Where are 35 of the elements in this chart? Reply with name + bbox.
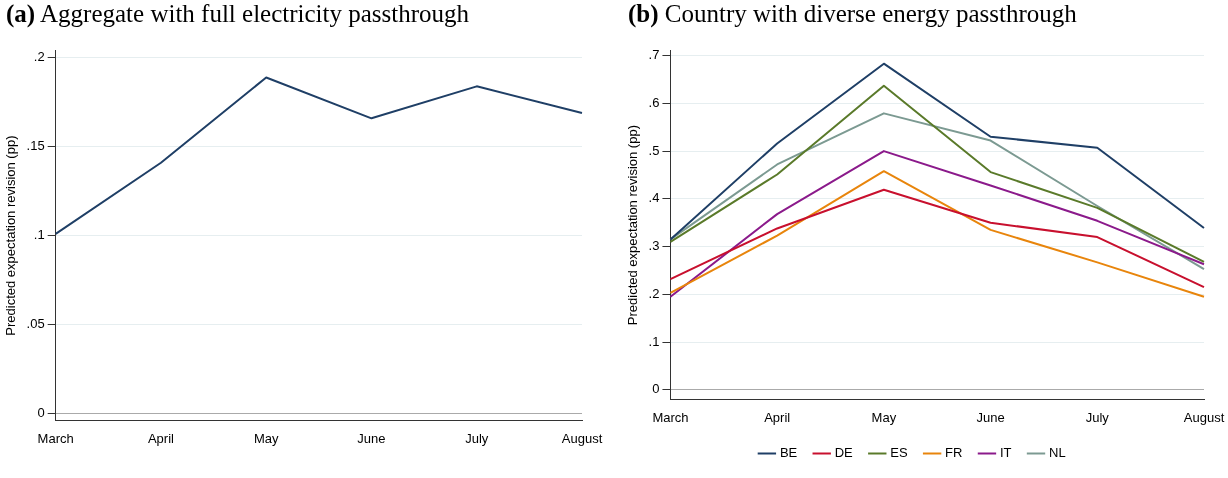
y-tick-label: .7 — [648, 47, 660, 63]
y-tick-label: .1 — [33, 227, 45, 243]
y-tick-label: .2 — [33, 49, 45, 65]
x-tick-label: August — [561, 430, 603, 446]
y-tick-label: .15 — [26, 138, 45, 154]
y-tick-label: .4 — [648, 190, 660, 206]
legend-label: ES — [890, 445, 908, 461]
y-tick-label: .2 — [648, 285, 660, 301]
x-tick-label: April — [147, 430, 175, 446]
legend-label: IT — [999, 445, 1012, 461]
y-tick-label: .6 — [648, 94, 660, 110]
y-tick-label: .5 — [648, 142, 660, 158]
chart-title: (a) Aggregate with full electricity passthrough — [5, 0, 471, 30]
legend-label: FR — [945, 445, 963, 461]
legend-label: BE — [779, 445, 798, 461]
y-tick-label: .3 — [648, 238, 660, 254]
legend-label: DE — [834, 445, 854, 461]
y-tick-label: 0 — [652, 381, 660, 397]
x-tick-label: June — [976, 409, 1005, 425]
x-tick-label: June — [357, 430, 386, 446]
chart-title: (b) Country with diverse energy passthrough — [627, 0, 1078, 30]
y-axis-title: Predicted expectation revision (pp) — [3, 135, 19, 336]
x-tick-label: March — [37, 430, 74, 446]
y-tick-label: 0 — [37, 404, 45, 420]
x-tick-label: April — [764, 409, 791, 425]
x-tick-label: May — [253, 430, 279, 446]
x-tick-label: March — [652, 409, 689, 425]
y-tick-label: .1 — [648, 333, 660, 349]
x-tick-label: August — [1183, 409, 1225, 425]
legend-label: NL — [1049, 445, 1066, 461]
x-tick-label: July — [1085, 409, 1110, 425]
x-tick-label: May — [871, 409, 897, 425]
y-tick-label: .05 — [26, 316, 45, 332]
y-axis-title: Predicted expectation revision (pp) — [625, 125, 641, 326]
x-tick-label: July — [465, 430, 489, 446]
